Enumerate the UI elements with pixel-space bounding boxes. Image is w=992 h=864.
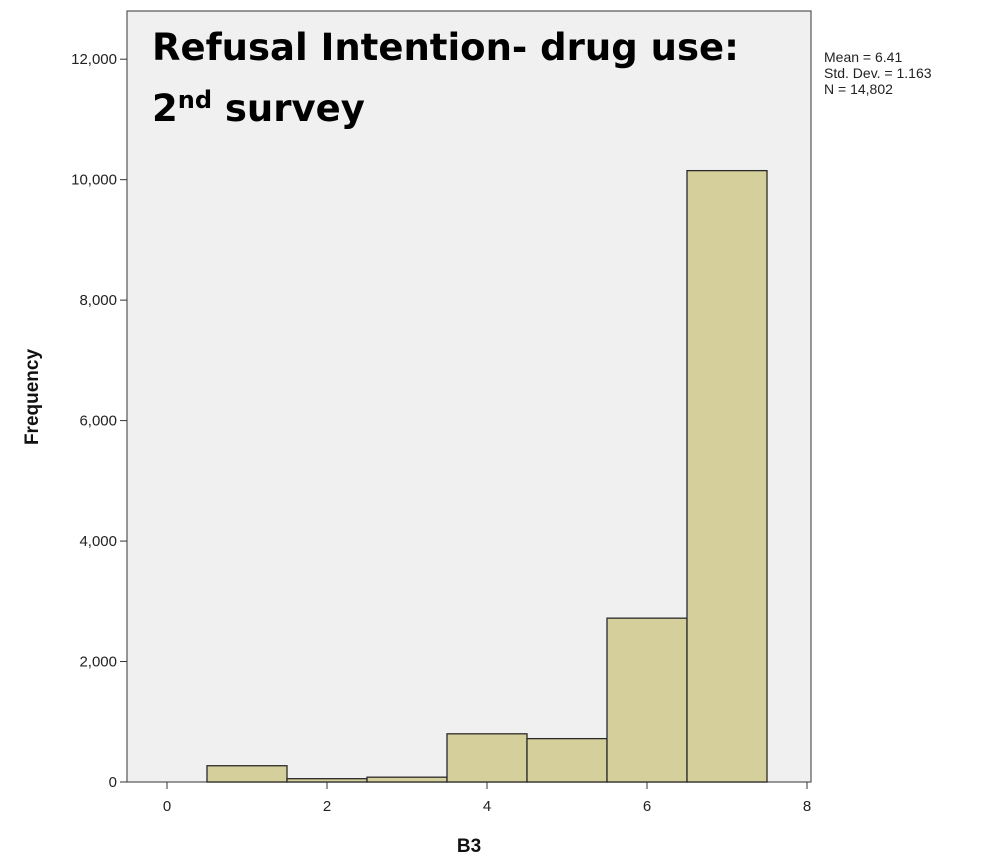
x-tick-label-0: 0 (163, 798, 171, 815)
stats-mean: Mean = 6.41 (824, 49, 902, 65)
stats-n: N = 14,802 (824, 81, 893, 97)
y-tick-label-12000: 12,000 (71, 51, 117, 68)
bar-4 (446, 733, 528, 783)
y-tick-label-10000: 10,000 (71, 172, 117, 189)
y-tick-label-4000: 4,000 (79, 533, 117, 550)
y-tick-label-2000: 2,000 (79, 654, 117, 671)
y-tick-label-6000: 6,000 (79, 413, 117, 430)
bar-2 (286, 778, 368, 783)
x-tick-label-8: 8 (803, 798, 811, 815)
bar-1 (206, 765, 288, 783)
x-tick-label-4: 4 (483, 798, 491, 815)
y-axis-title: Frequency (22, 349, 43, 446)
bar-6 (606, 617, 688, 783)
chart-title-superscript: nd (178, 86, 212, 114)
x-tick-label-6: 6 (643, 798, 651, 815)
bars (206, 169, 768, 783)
bar-5 (526, 737, 608, 783)
bar-3 (366, 776, 448, 783)
bar-7 (686, 169, 768, 783)
y-axis: 0 2,000 4,000 6,000 8,000 10,000 12,000 (71, 51, 127, 791)
chart-title-line-2: 2nd survey (152, 86, 365, 130)
chart-title-line-1: Refusal Intention- drug use: (152, 26, 739, 69)
chart-title-rest: survey (212, 87, 365, 130)
stats-std-dev: Std. Dev. = 1.163 (824, 65, 932, 81)
y-tick-label-8000: 8,000 (79, 292, 117, 309)
x-tick-label-2: 2 (323, 798, 331, 815)
x-axis: 0 2 4 6 8 (163, 782, 811, 815)
chart-title-number: 2 (152, 87, 178, 130)
x-axis-title: B3 (457, 836, 481, 857)
y-tick-label-0: 0 (109, 774, 117, 791)
